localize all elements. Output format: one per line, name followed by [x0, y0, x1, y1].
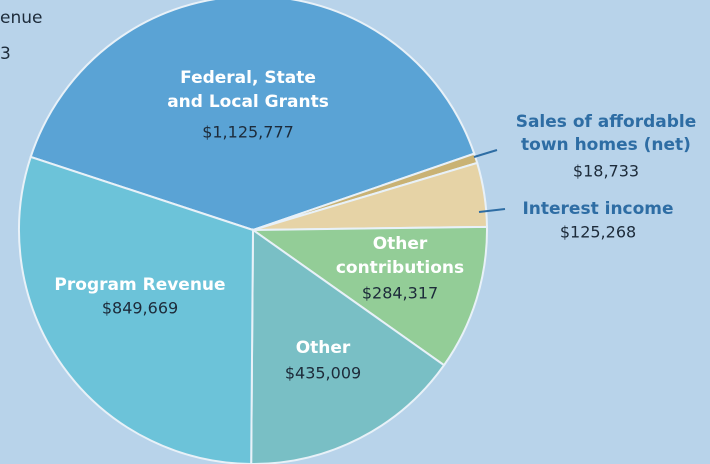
value-label: $284,317: [362, 284, 438, 303]
value-label: $18,733: [573, 162, 639, 181]
slice-label: Sales of affordable: [516, 112, 697, 132]
value-label: $849,669: [102, 299, 178, 318]
slice-label: Federal, State: [180, 68, 316, 88]
value-label: $125,268: [560, 223, 636, 242]
slice-label: Interest income: [522, 199, 673, 219]
labels: Federal, State and Local Grants $1,125,777…: [54, 68, 696, 383]
slice-label: Program Revenue: [54, 275, 225, 295]
value-label: $435,009: [285, 364, 361, 383]
pie: [18, 0, 488, 464]
chart-title: enue: [0, 8, 42, 28]
slice-label: Other: [296, 338, 351, 358]
chart-title: 3: [0, 44, 11, 64]
pie-slice: [29, 0, 476, 232]
slice-label: Other: [373, 234, 428, 254]
slice-label: town homes (net): [521, 135, 691, 155]
leader-line: [473, 149, 498, 158]
leader-line: [478, 208, 506, 213]
value-label: $1,125,777: [202, 123, 294, 142]
slice-label: contributions: [336, 258, 464, 278]
slice-label: and Local Grants: [167, 92, 329, 112]
pie-slice: [18, 155, 255, 464]
pie-slice: [249, 225, 488, 367]
pie-slice: [250, 228, 446, 464]
